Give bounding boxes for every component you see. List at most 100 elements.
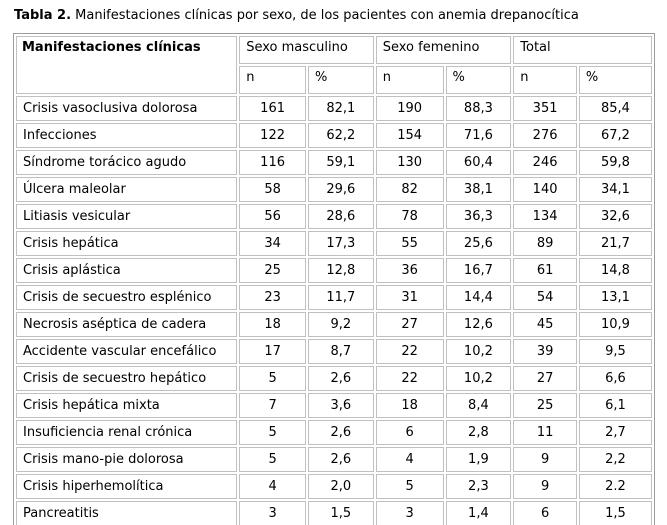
table-row: Accidente vascular encefálico 17 8,7 22 10,2… [16, 339, 652, 364]
table-row: Litiasis vesicular 56 28,6 78 36,3 134 32,6 [16, 204, 652, 229]
row-label: Insuficiencia renal crónica [16, 420, 238, 445]
row-value: 246 [513, 150, 577, 175]
table-row: Crisis hepática 34 17,3 55 25,6 89 21,7 [16, 231, 652, 256]
table-row: Úlcera maleolar 58 29,6 82 38,1 140 34,1 [16, 177, 652, 202]
row-value: 71,6 [445, 123, 512, 148]
row-value: 82,1 [307, 96, 374, 121]
row-value: 14,4 [445, 285, 512, 310]
row-value: 27 [375, 312, 444, 337]
subheader-masculino-pct: % [307, 66, 374, 94]
row-value: 34 [239, 231, 306, 256]
row-value: 23 [239, 285, 306, 310]
row-value: 67,2 [578, 123, 652, 148]
row-value: 45 [513, 312, 577, 337]
row-value: 9 [513, 474, 577, 499]
column-header-sexo-masculino: Sexo masculino [239, 36, 374, 64]
row-label: Accidente vascular encefálico [16, 339, 238, 364]
row-value: 25 [239, 258, 306, 283]
row-value: 5 [375, 474, 444, 499]
row-value: 11 [513, 420, 577, 445]
subheader-total-pct: % [578, 66, 652, 94]
row-value: 3 [239, 501, 306, 525]
row-value: 18 [375, 393, 444, 418]
row-value: 5 [239, 366, 306, 391]
row-value: 2,6 [307, 420, 374, 445]
row-value: 38,1 [445, 177, 512, 202]
row-value: 89 [513, 231, 577, 256]
table-header: Manifestaciones clínicas Sexo masculino … [16, 36, 652, 94]
row-value: 351 [513, 96, 577, 121]
row-value: 21,7 [578, 231, 652, 256]
row-value: 4 [375, 447, 444, 472]
row-value: 27 [513, 366, 577, 391]
table-row: Crisis de secuestro hepático 5 2,6 22 10,2 27… [16, 366, 652, 391]
row-value: 17,3 [307, 231, 374, 256]
row-label: Infecciones [16, 123, 238, 148]
row-value: 8,7 [307, 339, 374, 364]
row-label: Síndrome torácico agudo [16, 150, 238, 175]
row-value: 56 [239, 204, 306, 229]
table-body: Crisis vasoclusiva dolorosa 161 82,1 190 88,… [16, 96, 652, 525]
row-value: 2,0 [307, 474, 374, 499]
column-header-sexo-femenino: Sexo femenino [375, 36, 512, 64]
row-value: 9,2 [307, 312, 374, 337]
row-label: Crisis mano-pie dolorosa [16, 447, 238, 472]
row-value: 161 [239, 96, 306, 121]
row-value: 78 [375, 204, 444, 229]
row-value: 1,5 [307, 501, 374, 525]
row-value: 16,7 [445, 258, 512, 283]
row-value: 190 [375, 96, 444, 121]
subheader-femenino-n: n [375, 66, 444, 94]
row-value: 1,4 [445, 501, 512, 525]
row-value: 276 [513, 123, 577, 148]
row-value: 39 [513, 339, 577, 364]
subheader-masculino-n: n [239, 66, 306, 94]
row-label: Necrosis aséptica de cadera [16, 312, 238, 337]
row-label: Úlcera maleolar [16, 177, 238, 202]
row-value: 29,6 [307, 177, 374, 202]
row-value: 2,6 [307, 366, 374, 391]
row-value: 17 [239, 339, 306, 364]
column-header-total: Total [513, 36, 652, 64]
row-value: 32,6 [578, 204, 652, 229]
row-label: Crisis hepática mixta [16, 393, 238, 418]
row-value: 9 [513, 447, 577, 472]
table-row: Crisis mano-pie dolorosa 5 2,6 4 1,9 9 2,2 [16, 447, 652, 472]
table-row: Pancreatitis 3 1,5 3 1,4 6 1,5 [16, 501, 652, 525]
row-value: 58 [239, 177, 306, 202]
row-value: 59,8 [578, 150, 652, 175]
row-label: Pancreatitis [16, 501, 238, 525]
row-label: Litiasis vesicular [16, 204, 238, 229]
table-row: Crisis de secuestro esplénico 23 11,7 31 14,… [16, 285, 652, 310]
row-value: 22 [375, 339, 444, 364]
row-value: 6 [513, 501, 577, 525]
row-value: 12,8 [307, 258, 374, 283]
row-value: 36 [375, 258, 444, 283]
row-value: 25 [513, 393, 577, 418]
row-value: 36,3 [445, 204, 512, 229]
row-value: 31 [375, 285, 444, 310]
row-value: 154 [375, 123, 444, 148]
row-value: 10,9 [578, 312, 652, 337]
row-value: 5 [239, 420, 306, 445]
row-value: 2,7 [578, 420, 652, 445]
row-value: 4 [239, 474, 306, 499]
row-value: 1,9 [445, 447, 512, 472]
subheader-femenino-pct: % [445, 66, 512, 94]
row-value: 5 [239, 447, 306, 472]
row-value: 34,1 [578, 177, 652, 202]
row-value: 85,4 [578, 96, 652, 121]
row-value: 3 [375, 501, 444, 525]
row-label: Crisis vasoclusiva dolorosa [16, 96, 238, 121]
table-caption-number: Tabla 2. [14, 8, 72, 23]
table-caption-text: Manifestaciones clínicas por sexo, de lo… [71, 8, 579, 23]
row-value: 2.2 [578, 474, 652, 499]
row-value: 88,3 [445, 96, 512, 121]
row-value: 82 [375, 177, 444, 202]
row-value: 140 [513, 177, 577, 202]
row-label: Crisis hiperhemolítica [16, 474, 238, 499]
row-value: 6,1 [578, 393, 652, 418]
row-value: 3,6 [307, 393, 374, 418]
row-value: 28,6 [307, 204, 374, 229]
